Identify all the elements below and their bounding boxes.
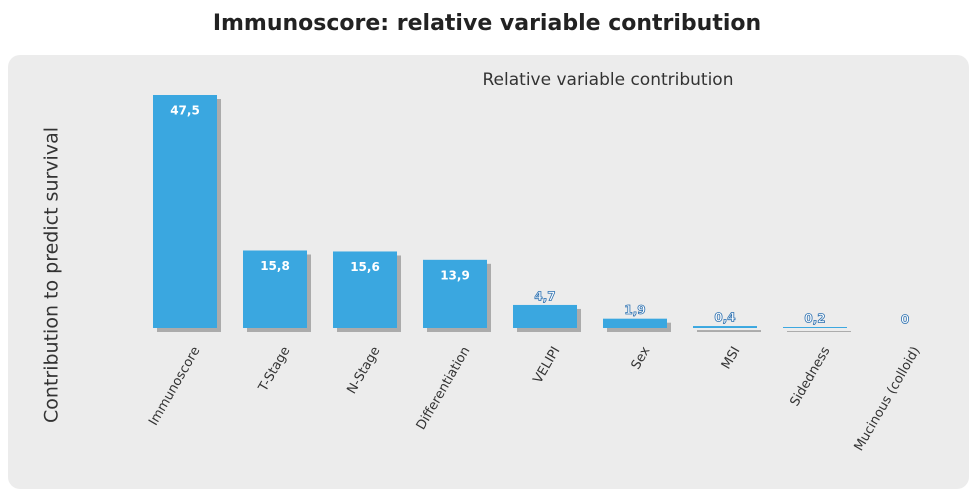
bar — [153, 95, 217, 328]
value-label: 47,5 — [170, 104, 200, 118]
value-label: 0 — [901, 313, 909, 327]
bar — [603, 318, 667, 328]
bar — [693, 326, 757, 328]
y-axis-label: Contribution to predict survival — [41, 127, 63, 423]
value-label: 0,4 — [714, 311, 735, 325]
value-label: 0,2 — [804, 312, 825, 326]
bar-shadow — [787, 331, 851, 332]
bar — [333, 251, 397, 328]
value-label: 13,9 — [440, 268, 470, 282]
value-label: 15,8 — [260, 259, 290, 273]
value-label: 4,7 — [534, 289, 555, 303]
bar-shadow — [697, 330, 761, 332]
bar — [423, 259, 487, 328]
value-label: 15,6 — [350, 260, 380, 274]
bar — [243, 250, 307, 328]
bar — [783, 327, 847, 328]
value-label: 1,9 — [624, 303, 645, 317]
bar — [513, 304, 577, 328]
chart-title: Immunoscore: relative variable contribut… — [213, 11, 761, 36]
chart-subtitle: Relative variable contribution — [483, 70, 734, 90]
